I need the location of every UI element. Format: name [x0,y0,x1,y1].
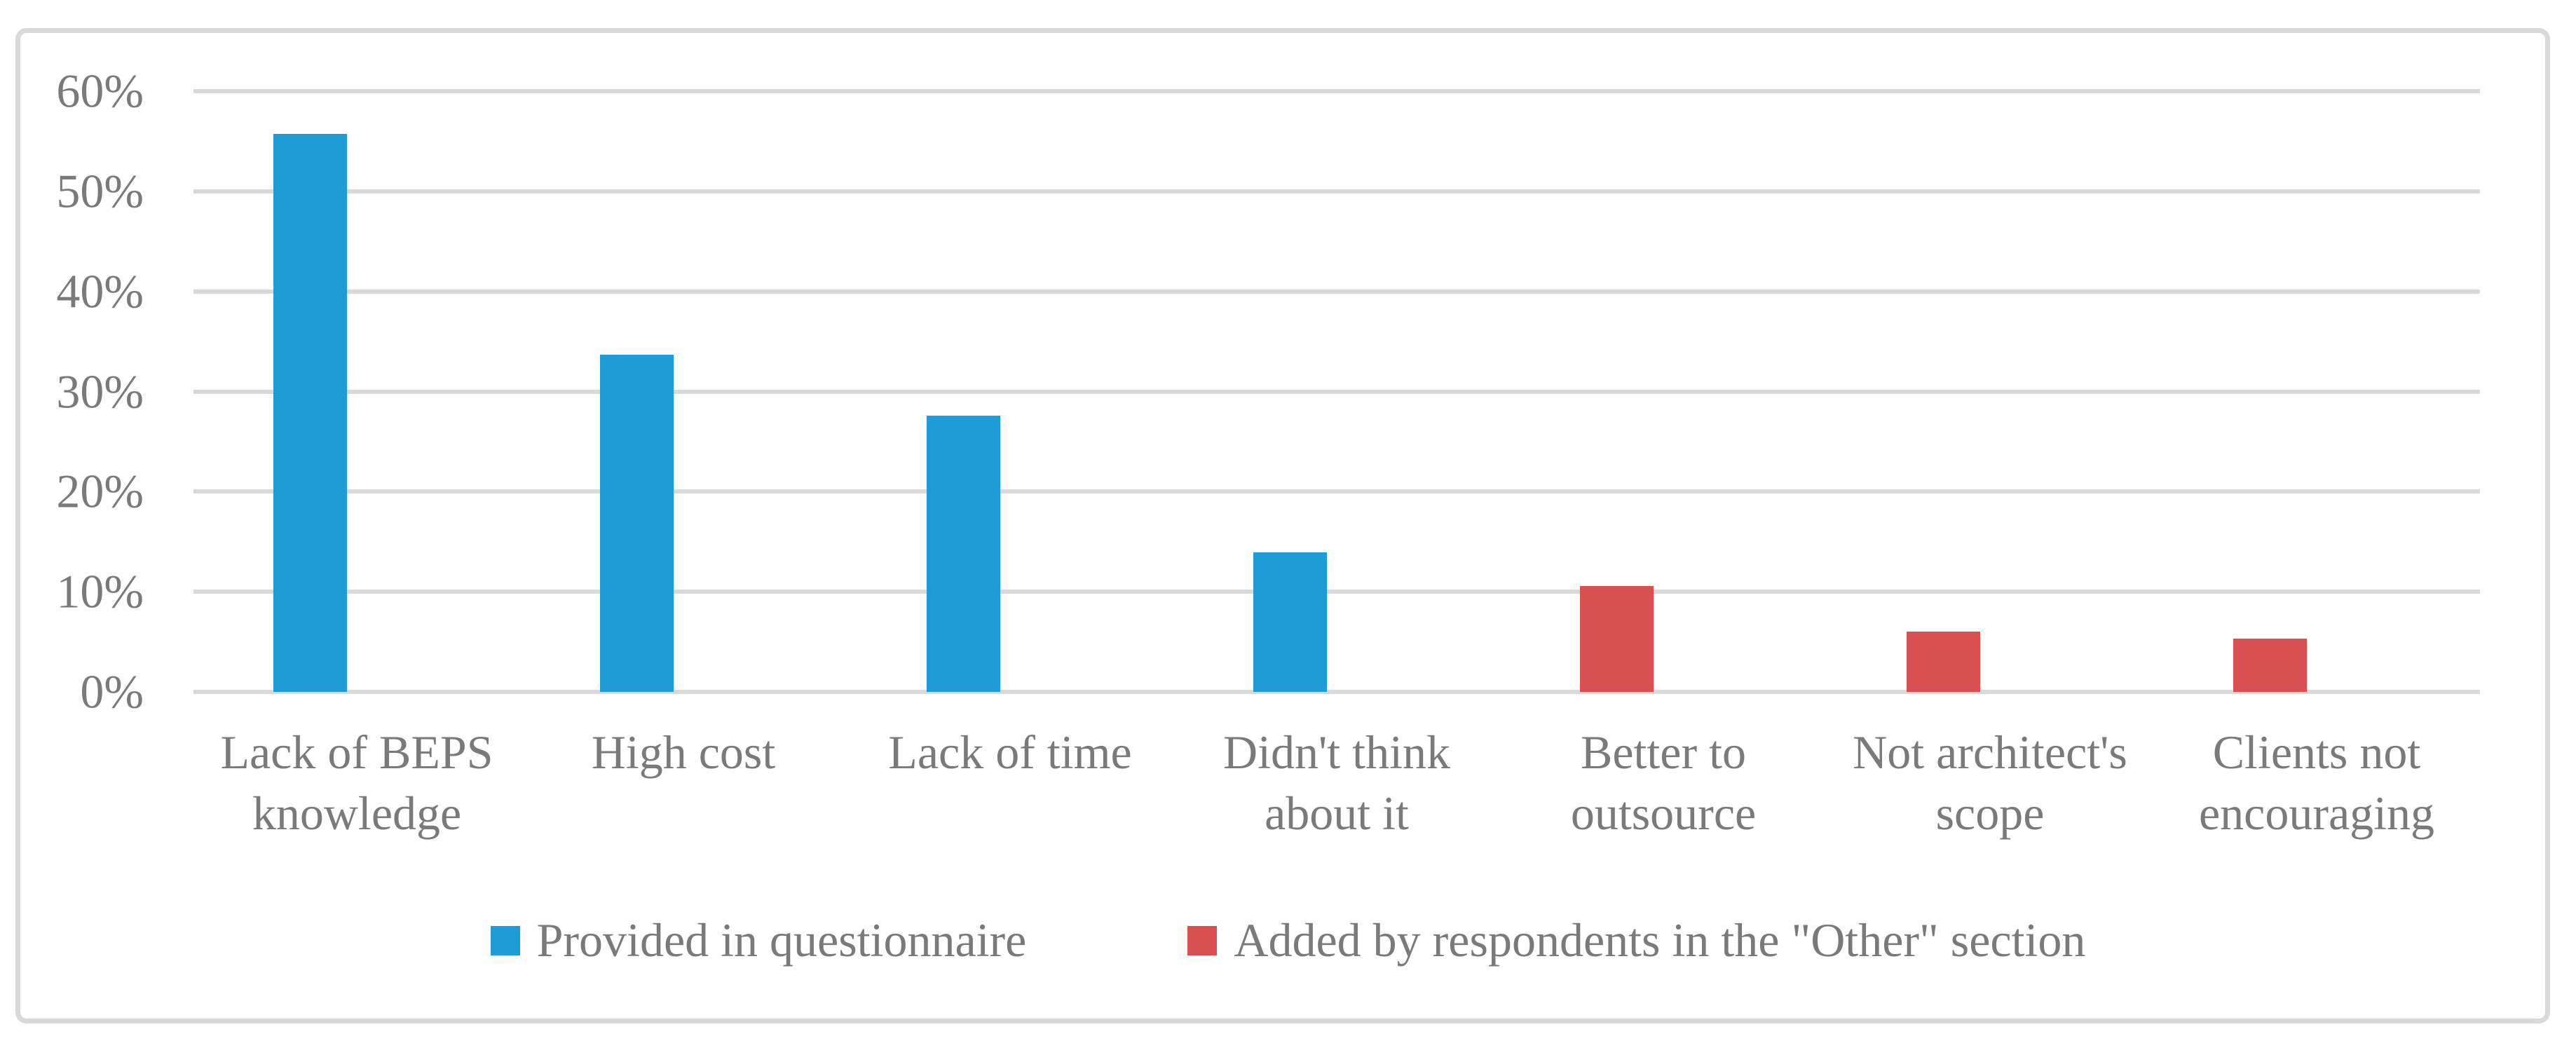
x-axis-label-high-cost: High cost [591,726,776,779]
y-axis-tick-label-20: 20% [56,464,144,518]
legend-label-provided: Provided in questionnaire [536,913,1027,967]
chart-frame [15,28,2550,1023]
legend-swatch-provided-blue [490,925,520,955]
bar-not-architect-s-scope [1906,632,1980,692]
bar-clients-not-encouraging [2233,639,2307,692]
gridline-50 [193,189,2480,193]
gridline-20 [193,489,2480,494]
legend-swatch-added-other-red [1187,925,1218,955]
y-axis-tick-label-30: 30% [56,365,144,418]
bar-didn-t-think-about-it [1253,552,1327,692]
x-axis-label-lack-of-beps-knowledge: Lack of BEPS knowledge [220,726,493,840]
x-axis-label-clients-not-encouraging: Clients not encouraging [2198,726,2435,840]
x-axis-label-lack-of-time: Lack of time [888,726,1132,779]
y-axis-tick-label-10: 10% [56,564,144,618]
legend-item-added-other: Added by respondents in the "Other" sect… [1187,913,2085,968]
gridline-60 [193,89,2480,93]
legend-item-provided: Provided in questionnaire [490,913,1027,968]
gridline-30 [193,389,2480,394]
bar-lack-of-time [926,415,1000,692]
x-axis-label-didn-t-think-about-it: Didn't think about it [1223,726,1450,840]
x-axis-labels: Lack of BEPS knowledge High cost Lack of t… [193,722,2480,844]
plot-area [193,89,2480,694]
x-axis-label-not-architect-s-scope: Not architect's scope [1853,726,2127,840]
legend-label-added-other: Added by respondents in the "Other" sect… [1234,913,2086,967]
bar-better-to-outsource [1579,585,1654,692]
gridline-10 [193,590,2480,594]
bar-high-cost [599,354,674,692]
x-axis-label-better-to-outsource: Better to outsource [1570,726,1757,840]
gridline-40 [193,289,2480,294]
y-axis-tick-label-50: 50% [56,164,144,218]
y-axis-tick-label-60: 60% [56,64,144,118]
y-axis-tick-label-40: 40% [56,264,144,318]
y-axis: 0% 10% 20% 30% 40% 50% 60% [0,64,144,719]
bar-lack-of-beps-knowledge [273,134,347,692]
legend: Provided in questionnaire Added by respo… [0,913,2576,968]
y-axis-tick-label-0: 0% [80,665,144,719]
gridline-0 [193,690,2480,694]
